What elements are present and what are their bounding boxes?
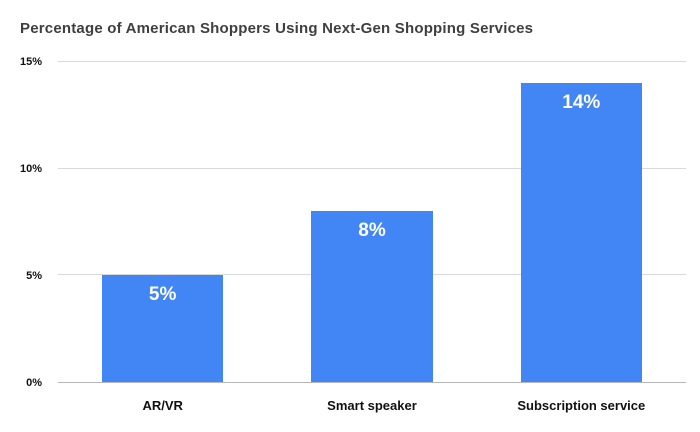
bar-slot: 5% (58, 62, 267, 382)
bar-subscription-service: 14% (520, 83, 643, 382)
chart-title: Percentage of American Shoppers Using Ne… (20, 20, 534, 37)
bar-series: 5% 8% 14% (58, 62, 686, 382)
x-tick-label: Subscription service (517, 398, 646, 413)
y-tick-label: 5% (26, 270, 42, 282)
bar-ar-vr: 5% (101, 275, 224, 382)
bar-slot: 14% (477, 62, 686, 382)
bar-value-label: 5% (148, 284, 177, 306)
y-tick-label: 10% (19, 163, 42, 175)
x-axis: AR/VR Smart speaker Subscription service (58, 398, 686, 420)
x-tick-label: AR/VR (142, 398, 183, 413)
bar-smart-speaker: 8% (311, 211, 433, 382)
x-tick-label: Smart speaker (327, 398, 417, 413)
bar-value-label: 14% (562, 92, 601, 114)
gridline (58, 167, 686, 169)
plot-area: 5% 8% 14% (58, 61, 686, 383)
y-tick-label: 15% (19, 56, 42, 68)
bar-slot: 8% (267, 62, 476, 382)
y-tick-label: 0% (26, 377, 42, 389)
y-axis: 0% 5% 10% 15% (0, 56, 50, 389)
gridline (58, 61, 686, 62)
bar-value-label: 8% (358, 220, 386, 242)
